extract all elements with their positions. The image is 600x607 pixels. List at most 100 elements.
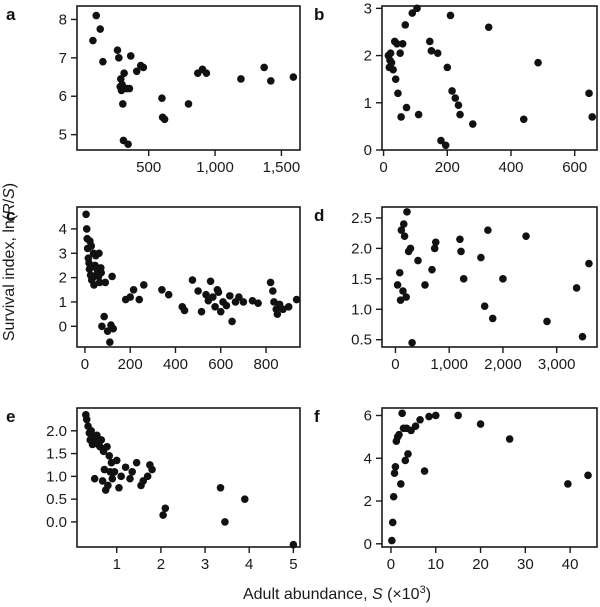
data-point <box>96 25 105 33</box>
data-point <box>454 101 463 109</box>
y-tick-label: 0.5 <box>351 332 372 349</box>
data-point <box>132 458 141 467</box>
data-point <box>403 208 411 216</box>
data-point <box>457 247 465 256</box>
data-point <box>97 436 106 444</box>
data-point <box>117 472 125 481</box>
data-point <box>109 324 118 333</box>
data-point <box>388 536 396 545</box>
data-point <box>427 47 436 55</box>
data-point <box>106 338 114 346</box>
data-point <box>101 278 110 287</box>
data-point <box>90 474 99 483</box>
data-point <box>113 46 122 54</box>
data-point <box>543 317 551 326</box>
data-point <box>428 265 436 274</box>
x-tick-label: 20 <box>472 556 489 573</box>
x-tick-label: 0 <box>391 356 399 373</box>
y-tick-label: 0 <box>59 318 67 335</box>
data-point <box>202 290 210 299</box>
data-point <box>216 483 225 492</box>
panel-label: a <box>6 5 16 24</box>
data-point <box>85 265 94 273</box>
data-point <box>389 492 398 501</box>
data-point <box>402 293 410 301</box>
data-point <box>430 244 439 253</box>
x-tick-label: 5 <box>289 556 297 573</box>
x-tick-label: 3,000 <box>538 356 576 373</box>
data-point <box>103 442 111 451</box>
data-point <box>135 295 144 304</box>
y-tick-label: 2 <box>364 493 372 510</box>
panel-frame <box>76 5 301 151</box>
y-tick-label: 0.0 <box>46 514 67 531</box>
data-point <box>585 89 593 98</box>
data-point <box>95 278 104 287</box>
data-point <box>160 115 169 124</box>
y-tick-label: 1.0 <box>46 468 67 485</box>
x-tick-label: 1 <box>113 556 121 573</box>
data-point <box>112 456 121 465</box>
data-point <box>408 9 417 17</box>
y-tick-label: 0.5 <box>46 491 67 508</box>
panel-c: c 0 200 400 600 800 0 1 2 3 4 <box>6 206 301 373</box>
data-point <box>519 115 528 124</box>
data-point <box>164 290 173 299</box>
data-point <box>129 285 138 294</box>
data-point <box>391 75 400 83</box>
y-tick-label: 1 <box>59 294 67 311</box>
panel-label: f <box>314 407 320 426</box>
x-tick-label: 40 <box>562 556 579 573</box>
data-point <box>188 276 197 284</box>
data-point <box>408 338 416 347</box>
data-point <box>124 140 132 149</box>
x-tick-label: 400 <box>163 356 188 373</box>
panel-label: d <box>314 206 324 225</box>
data-point <box>214 288 223 297</box>
data-point <box>398 39 407 48</box>
data-point <box>505 435 514 443</box>
data-point <box>414 110 423 119</box>
data-point <box>108 272 116 281</box>
data-point <box>87 242 96 250</box>
panel-frame <box>381 407 598 548</box>
data-point <box>416 415 424 424</box>
data-point <box>89 36 97 45</box>
panel-b: b 0 200 400 600 0 1 2 3 <box>314 0 598 176</box>
data-point <box>222 301 231 310</box>
x-tick-label: 1,500 <box>263 159 301 176</box>
data-point <box>115 54 123 62</box>
data-point <box>128 468 136 476</box>
data-point <box>393 39 401 48</box>
data-point <box>564 480 572 488</box>
y-tick-label: 6 <box>59 88 67 105</box>
data-point <box>126 474 134 483</box>
panel-label: c <box>6 206 15 225</box>
data-point <box>143 472 152 481</box>
data-point <box>118 100 127 108</box>
data-point <box>388 518 397 527</box>
data-point <box>386 49 395 58</box>
data-point <box>273 310 282 318</box>
data-point <box>148 465 156 474</box>
y-tick-label: 2 <box>364 48 372 65</box>
data-point <box>126 293 135 301</box>
x-tick-label: 30 <box>517 556 534 573</box>
data-point <box>396 49 404 58</box>
data-point <box>476 420 485 428</box>
data-point <box>241 495 249 503</box>
data-point <box>197 307 206 316</box>
data-point <box>399 287 407 295</box>
data-point <box>260 63 268 72</box>
data-point <box>87 426 95 435</box>
data-point <box>484 226 492 234</box>
data-point <box>443 63 452 72</box>
data-point <box>98 477 107 485</box>
y-tick-label: 1 <box>364 95 372 112</box>
data-point <box>413 4 421 13</box>
data-point <box>159 511 167 519</box>
data-point <box>398 409 406 418</box>
data-point <box>284 303 293 311</box>
data-point <box>572 284 581 292</box>
data-point <box>104 481 112 490</box>
